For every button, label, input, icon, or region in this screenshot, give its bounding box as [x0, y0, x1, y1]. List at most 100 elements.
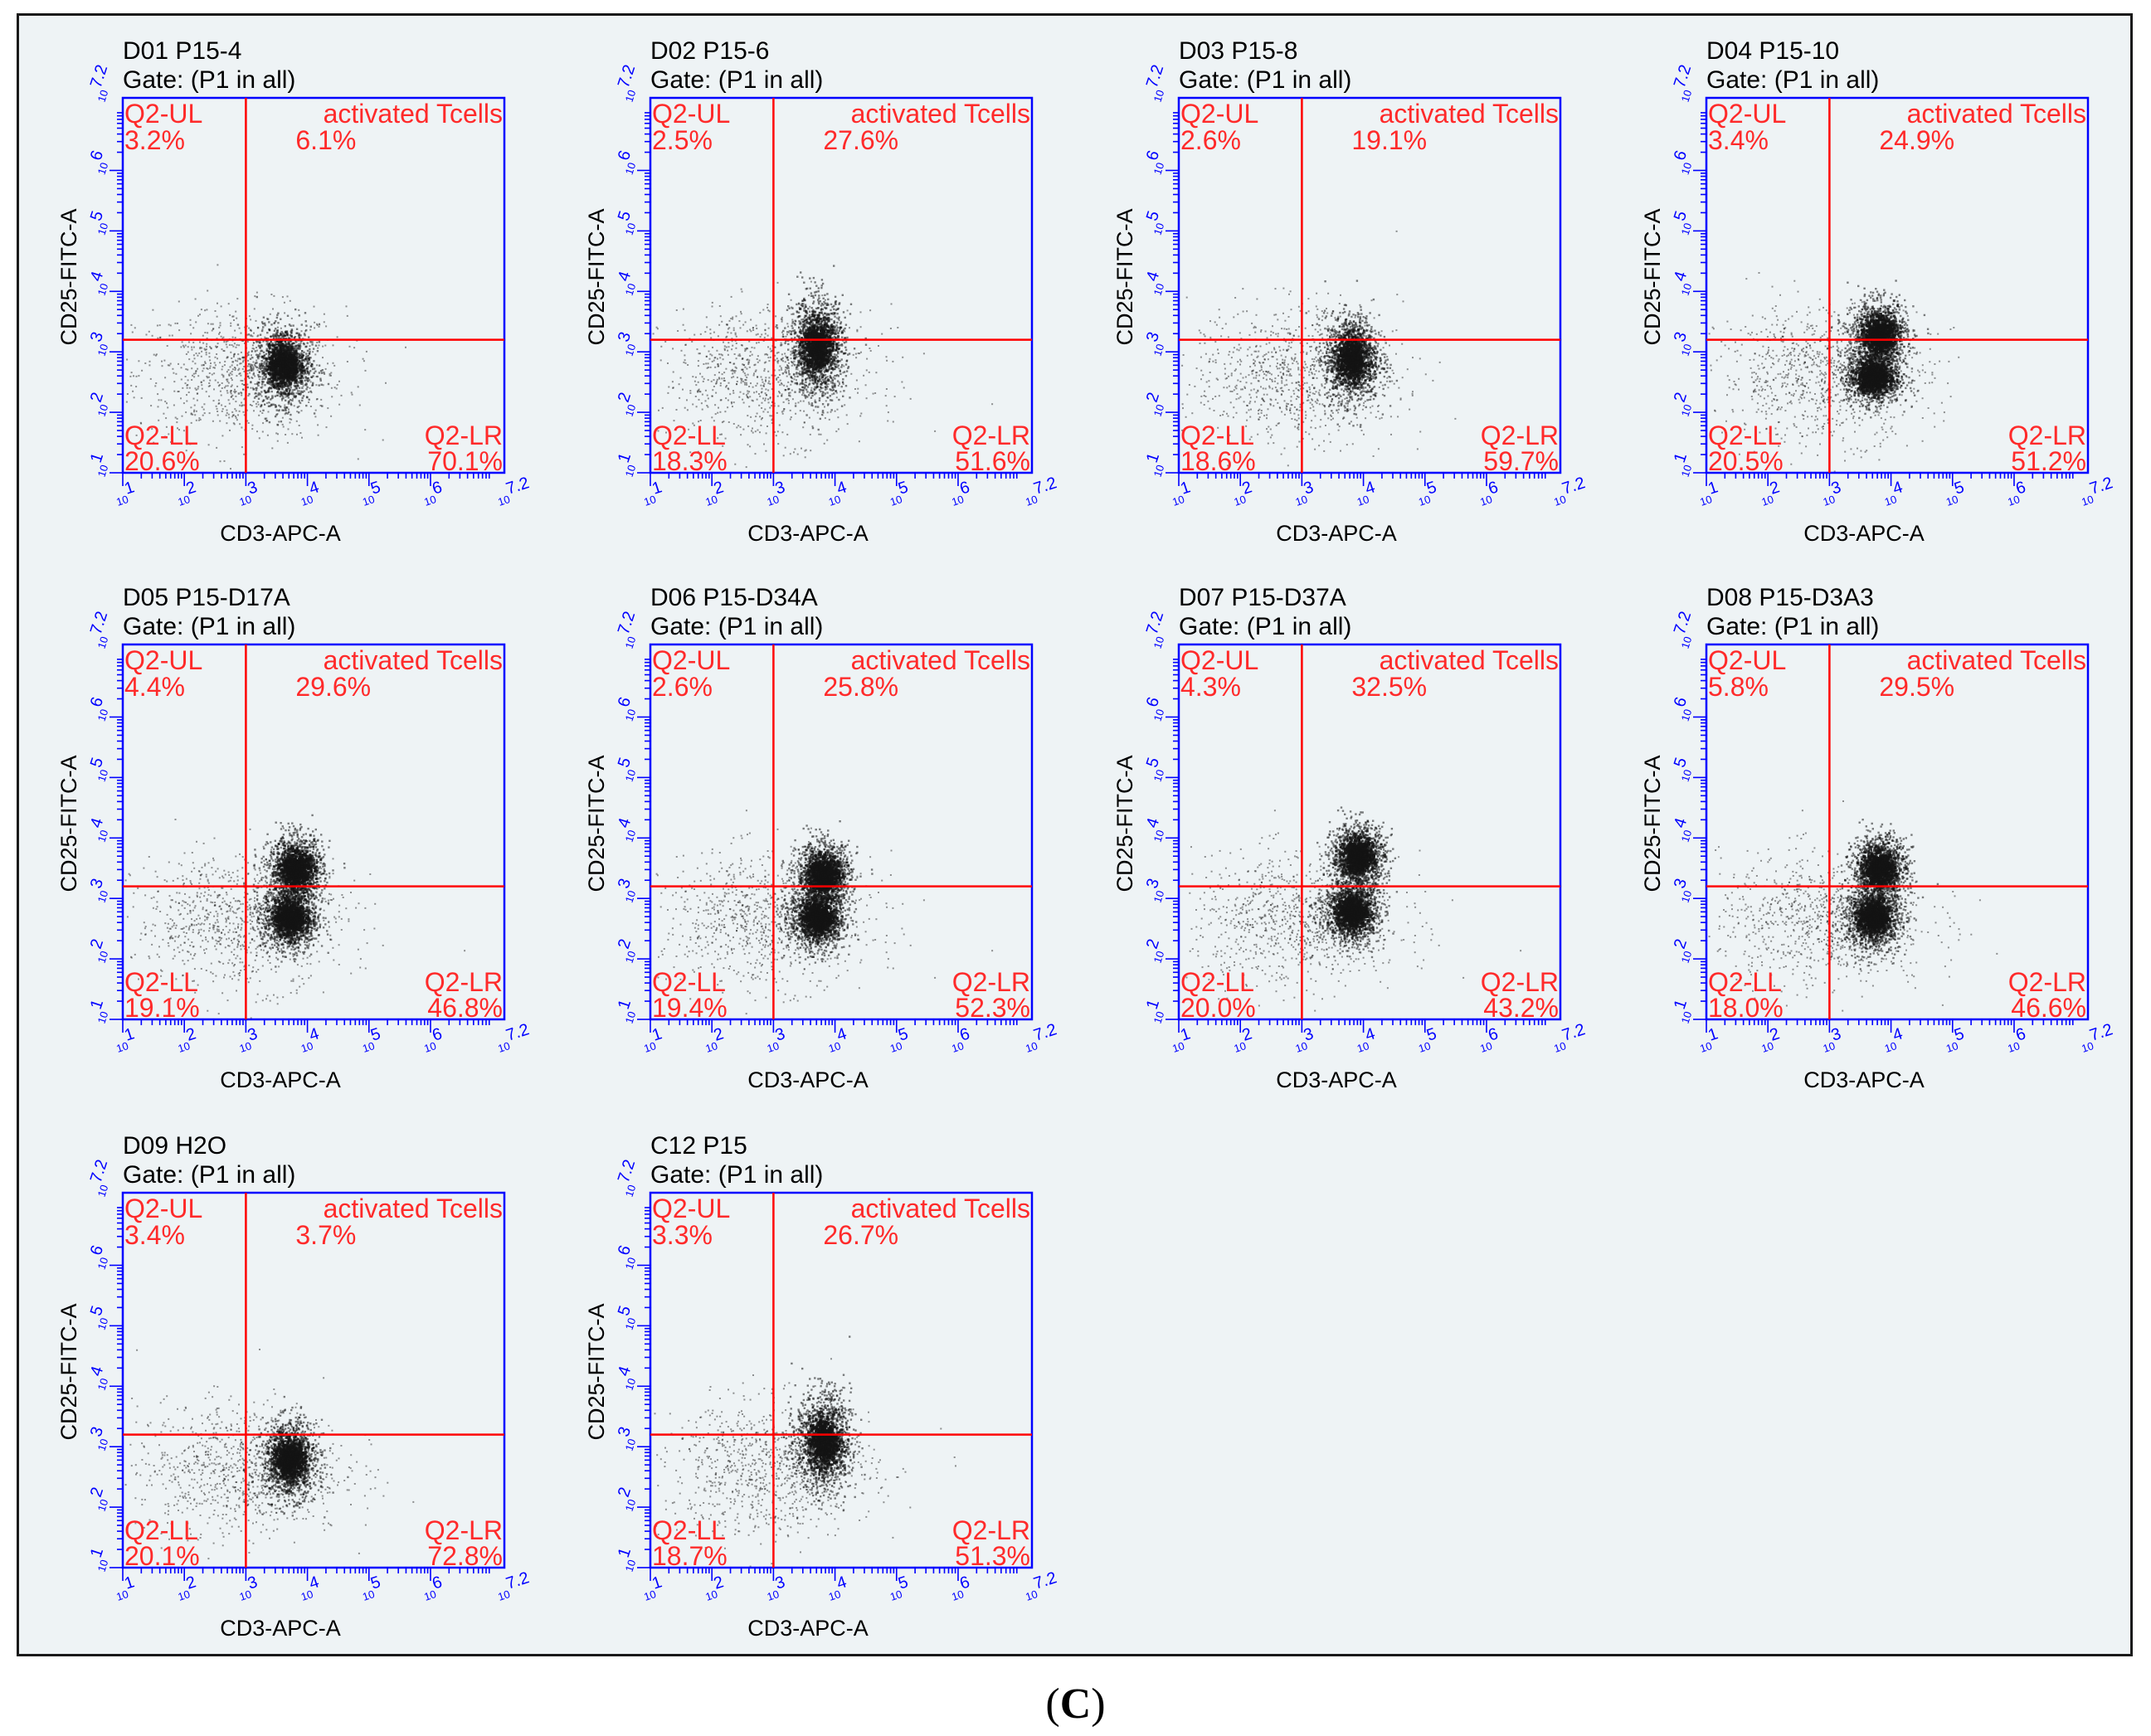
- scatter-point: [720, 353, 722, 355]
- scatter-point: [159, 324, 161, 326]
- scatter-point: [720, 363, 722, 365]
- scatter-point: [296, 392, 298, 394]
- scatter-point: [800, 271, 801, 273]
- scatter-point: [292, 389, 294, 391]
- scatter-point: [307, 377, 309, 379]
- scatter-point: [228, 369, 230, 371]
- scatter-point: [322, 357, 324, 358]
- scatter-point: [206, 391, 207, 392]
- scatter-point: [824, 378, 825, 380]
- scatter-point: [740, 391, 742, 393]
- scatter-point: [318, 435, 319, 436]
- scatter-point: [280, 333, 282, 336]
- scatter-point: [256, 406, 258, 407]
- scatter-point: [860, 311, 862, 313]
- scatter-point: [183, 402, 185, 404]
- scatter-point: [237, 358, 239, 360]
- scatter-point: [750, 351, 752, 353]
- scatter-point: [253, 343, 255, 344]
- scatter-point: [323, 384, 324, 386]
- scatter-point: [668, 387, 669, 388]
- scatter-point: [250, 319, 251, 320]
- scatter-point: [235, 396, 236, 397]
- scatter-point: [253, 373, 255, 375]
- scatter-point: [310, 326, 312, 328]
- scatter-point: [286, 353, 289, 355]
- scatter-point: [728, 354, 729, 356]
- scatter-point: [795, 402, 796, 404]
- scatter-point: [260, 404, 262, 406]
- scatter-point: [221, 382, 223, 384]
- scatter-point: [317, 398, 319, 400]
- scatter-point: [784, 353, 786, 354]
- scatter-point: [304, 346, 306, 348]
- scatter-point: [842, 396, 844, 397]
- scatter-point: [194, 414, 196, 416]
- scatter-point: [801, 276, 803, 278]
- scatter-point: [713, 386, 715, 387]
- scatter-point: [866, 369, 868, 371]
- scatter-point: [849, 313, 851, 314]
- scatter-point: [228, 382, 230, 384]
- scatter-point: [830, 319, 832, 320]
- scatter-point: [253, 362, 255, 363]
- scatter-point: [265, 397, 267, 399]
- scatter-point: [736, 315, 737, 317]
- scatter-point: [160, 399, 162, 401]
- scatter-point: [334, 387, 336, 388]
- scatter-point: [212, 323, 214, 325]
- scatter-point: [286, 356, 289, 358]
- scatter-point: [295, 357, 298, 359]
- scatter-point: [718, 353, 720, 355]
- scatter-point: [261, 356, 264, 358]
- scatter-point: [275, 368, 278, 371]
- scatter-point: [207, 368, 209, 370]
- scatter-point: [791, 307, 793, 309]
- scatter-point: [229, 430, 231, 431]
- scatter-point: [243, 454, 245, 455]
- scatter-point: [303, 359, 304, 361]
- scatter-point: [782, 357, 784, 359]
- scatter-point: [683, 309, 684, 310]
- scatter-point: [309, 399, 310, 401]
- scatter-point: [777, 430, 779, 432]
- scatter-point: [261, 367, 263, 369]
- scatter-point: [766, 307, 768, 309]
- scatter-point: [731, 402, 732, 404]
- scatter-point: [799, 388, 801, 390]
- scatter-point: [684, 359, 686, 361]
- scatter-point: [794, 376, 796, 377]
- scatter-point: [782, 413, 784, 415]
- scatter-point: [226, 343, 227, 345]
- scatter-point: [264, 323, 265, 324]
- scatter-point: [285, 325, 286, 327]
- scatter-point: [787, 359, 789, 361]
- scatter-point: [790, 392, 791, 394]
- scatter-point: [752, 327, 754, 328]
- scatter-point: [787, 366, 789, 367]
- scatter-point: [312, 382, 314, 384]
- scatter-point: [258, 398, 260, 400]
- scatter-point: [285, 341, 286, 343]
- scatter-point: [283, 410, 285, 411]
- scatter-point: [765, 388, 766, 390]
- scatter-point: [256, 296, 258, 298]
- scatter-point: [712, 302, 713, 304]
- scatter-point: [791, 325, 792, 327]
- scatter-point: [811, 307, 813, 309]
- scatter-point: [750, 330, 752, 332]
- scatter-point: [251, 428, 253, 430]
- scatter-point: [192, 361, 194, 362]
- scatter-point: [280, 371, 282, 373]
- scatter-point: [216, 406, 217, 407]
- scatter-point: [818, 294, 820, 296]
- scatter-point: [758, 342, 760, 343]
- scatter-point: [134, 327, 136, 328]
- scatter-point: [206, 309, 207, 310]
- scatter-point: [689, 390, 691, 391]
- scatter-point: [193, 354, 195, 356]
- scatter-point: [776, 324, 777, 326]
- scatter-point: [258, 394, 260, 396]
- scatter-point: [302, 369, 304, 372]
- scatter-point: [306, 387, 308, 388]
